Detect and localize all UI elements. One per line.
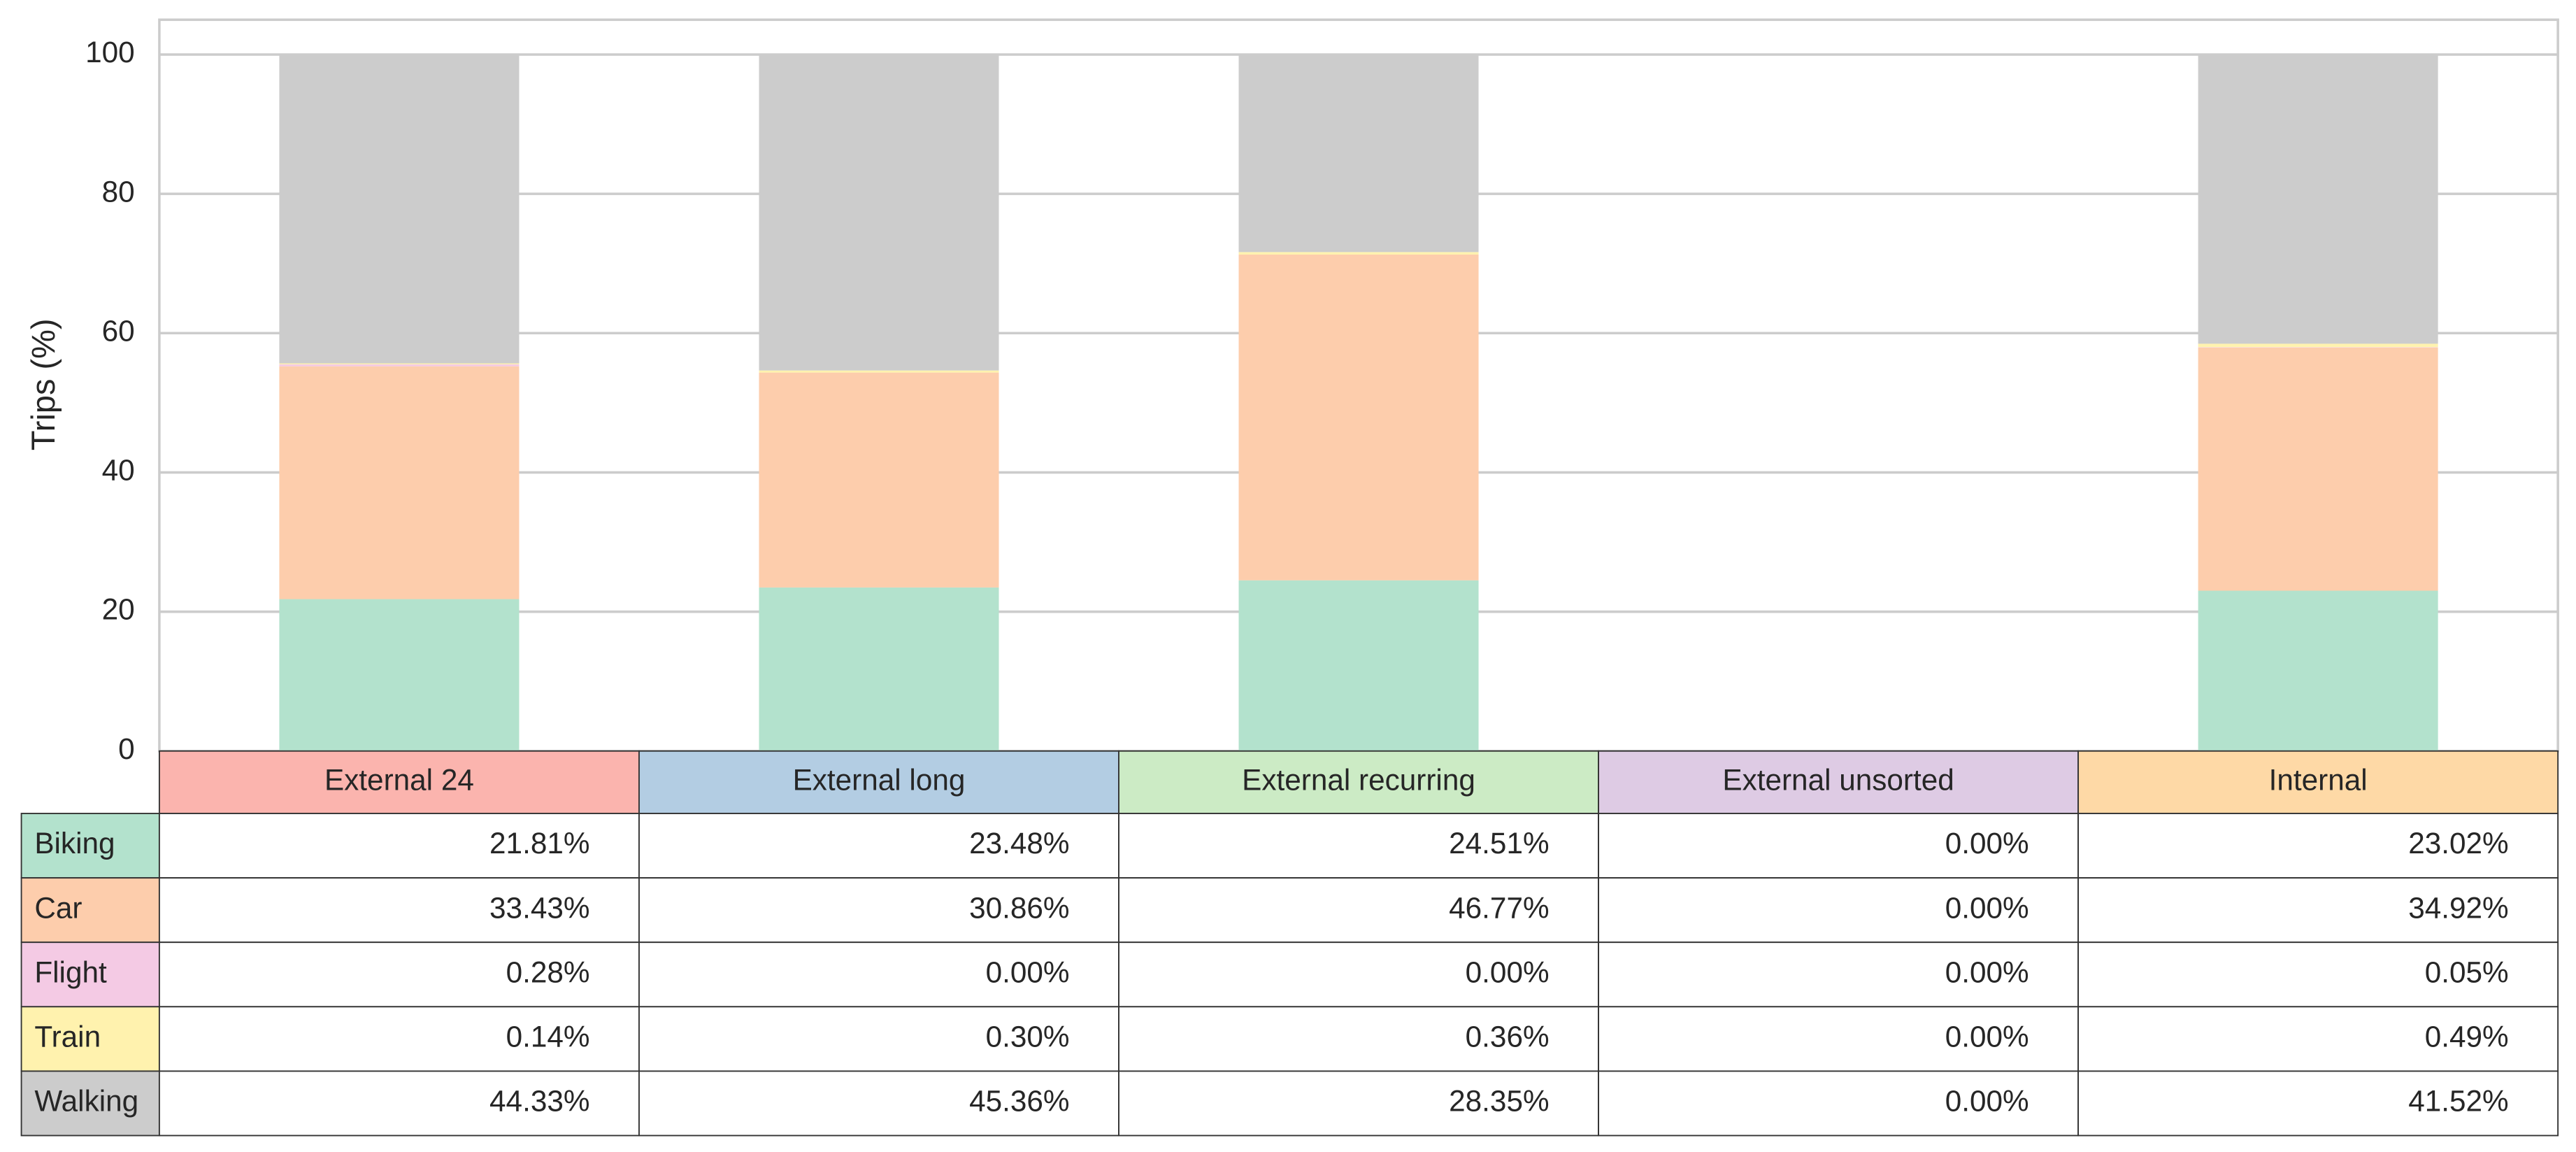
table-value: 41.52% (2408, 1085, 2508, 1118)
bar-segment (1238, 254, 1479, 581)
bar-segment (759, 54, 999, 371)
table-cell (1118, 941, 1599, 1008)
table-value: 24.51% (1449, 827, 1549, 860)
table-value: 0.49% (2425, 1021, 2509, 1053)
row-header-cell (20, 941, 160, 1008)
table-value: 0.30% (986, 1021, 1070, 1053)
table-value: 34.92% (2408, 891, 2508, 924)
bar-segment (2198, 347, 2438, 591)
y-tick-label: 60 (102, 314, 135, 347)
row-header-cell (20, 877, 160, 944)
column-header: Internal (2269, 764, 2368, 797)
bar-segment (2198, 590, 2438, 751)
table-cell (158, 1006, 640, 1072)
table-cell (1598, 941, 2080, 1008)
table-cell (1598, 1070, 2080, 1137)
row-header-cell (20, 813, 160, 879)
legend-label: Flight (34, 955, 107, 988)
table-value: 21.81% (489, 827, 589, 860)
table-cell (1598, 1006, 2080, 1072)
table-cell (638, 877, 1119, 944)
table-cell (2077, 877, 2559, 944)
table-value: 28.35% (1449, 1085, 1549, 1118)
table-value: 0.14% (506, 1021, 590, 1053)
column-header-cell (638, 750, 1119, 814)
bar-segment (1238, 580, 1479, 751)
table-value: 30.86% (969, 891, 1069, 924)
bar-segment (2198, 54, 2438, 344)
bar-segment (759, 587, 999, 751)
column-header: External recurring (1242, 764, 1475, 797)
bar-segment (1238, 252, 1479, 255)
y-tick-label: 80 (102, 175, 135, 208)
table-value: 45.36% (969, 1085, 1069, 1118)
table-value: 0.36% (1466, 1021, 1550, 1053)
row-header-cell (20, 1070, 160, 1137)
y-tick-label: 0 (118, 732, 135, 765)
table-value: 0.00% (1945, 955, 2029, 988)
table-value: 0.00% (1466, 955, 1550, 988)
legend-label: Car (34, 891, 82, 924)
table-cell (1118, 877, 1599, 944)
table-value: 46.77% (1449, 891, 1549, 924)
table-cell (2077, 1070, 2559, 1137)
table-cell (2077, 1006, 2559, 1072)
table-cell (158, 877, 640, 944)
table-cell (638, 941, 1119, 1008)
table-cell (2077, 813, 2559, 879)
y-tick-label: 20 (102, 593, 135, 626)
legend-label: Train (34, 1021, 101, 1053)
y-tick-label: 100 (85, 36, 135, 69)
table-cell (638, 813, 1119, 879)
table-cell (1598, 877, 2080, 944)
table-value: 0.05% (2425, 955, 2509, 988)
bar-segment (759, 370, 999, 373)
row-header-cell (20, 1006, 160, 1072)
legend-label: Walking (34, 1085, 138, 1118)
bar-segment (279, 55, 520, 364)
table-value: 0.00% (1945, 891, 2029, 924)
bar-segment (1238, 55, 1479, 253)
table-value: 0.00% (1945, 1085, 2029, 1118)
bar-segment (279, 363, 520, 364)
table-value: 23.02% (2408, 827, 2508, 860)
table-value: 0.00% (1945, 827, 2029, 860)
bar-segment (279, 364, 520, 367)
bar-segment (2198, 343, 2438, 348)
table-cell (2077, 941, 2559, 1008)
legend-label: Biking (34, 827, 115, 860)
column-header: External long (793, 764, 966, 797)
table-value: 23.48% (969, 827, 1069, 860)
table-value: 0.28% (506, 955, 590, 988)
y-axis-label: Trips (%) (24, 318, 62, 450)
table-cell (638, 1070, 1119, 1137)
table-cell (1118, 813, 1599, 879)
table-cell (158, 941, 640, 1008)
column-header-cell (158, 750, 640, 814)
bar-segment (759, 372, 999, 588)
y-tick-label: 40 (102, 454, 135, 487)
table-value: 0.00% (1945, 1021, 2029, 1053)
table-value: 33.43% (489, 891, 589, 924)
bar-segment (279, 366, 520, 599)
bar-segment (279, 599, 520, 751)
table-value: 0.00% (986, 955, 1070, 988)
table-value: 44.33% (489, 1085, 589, 1118)
table-cell (158, 813, 640, 879)
column-header: External unsorted (1722, 764, 1954, 797)
column-header: External 24 (324, 764, 474, 797)
